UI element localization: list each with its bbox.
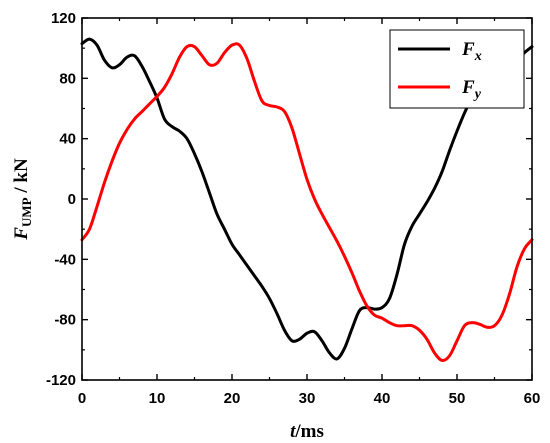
y-axis: -120 -80 -40 0 40 80 120 [46, 10, 532, 389]
legend: Fx Fy [389, 29, 525, 109]
legend-item-fx: Fx [398, 39, 482, 64]
x-tick-label: 0 [78, 390, 86, 407]
x-tick-label: 30 [299, 390, 316, 407]
legend-label-fy: Fy [461, 77, 482, 102]
x-axis-title: t/ms [290, 421, 324, 442]
x-tick-label: 20 [224, 390, 241, 407]
y-axis-subscript: UMP [19, 197, 34, 227]
legend-label-fy-name: F [461, 77, 475, 98]
legend-item-fy: Fy [398, 77, 482, 102]
series-line-fy [80, 42, 534, 362]
x-tick-label: 10 [149, 390, 166, 407]
y-axis-unit: / kN [11, 158, 32, 197]
legend-label-fy-sub: y [473, 87, 482, 102]
y-tick-label: 80 [59, 70, 76, 87]
y-tick-label: 0 [68, 191, 76, 208]
y-tick-label: -120 [46, 372, 76, 389]
x-axis: 0 10 20 30 40 50 60 [78, 18, 541, 407]
legend-label-fx-sub: x [474, 49, 482, 64]
legend-label-fx: Fx [461, 39, 482, 64]
x-tick-label: 60 [524, 390, 541, 407]
y-tick-label: 40 [59, 131, 76, 148]
x-tick-label: 40 [374, 390, 391, 407]
legend-box [389, 29, 525, 109]
x-tick-label: 50 [449, 390, 466, 407]
y-tick-label: -80 [54, 312, 76, 329]
y-tick-label: 120 [51, 10, 76, 27]
x-axis-variable: t [290, 421, 296, 442]
legend-label-fx-name: F [461, 39, 475, 60]
x-axis-unit: /ms [294, 421, 324, 442]
y-axis-title: FUMP / kN [11, 158, 34, 241]
y-axis-variable: F [11, 227, 32, 241]
series-layer [80, 37, 534, 362]
y-tick-label: -40 [54, 251, 76, 268]
